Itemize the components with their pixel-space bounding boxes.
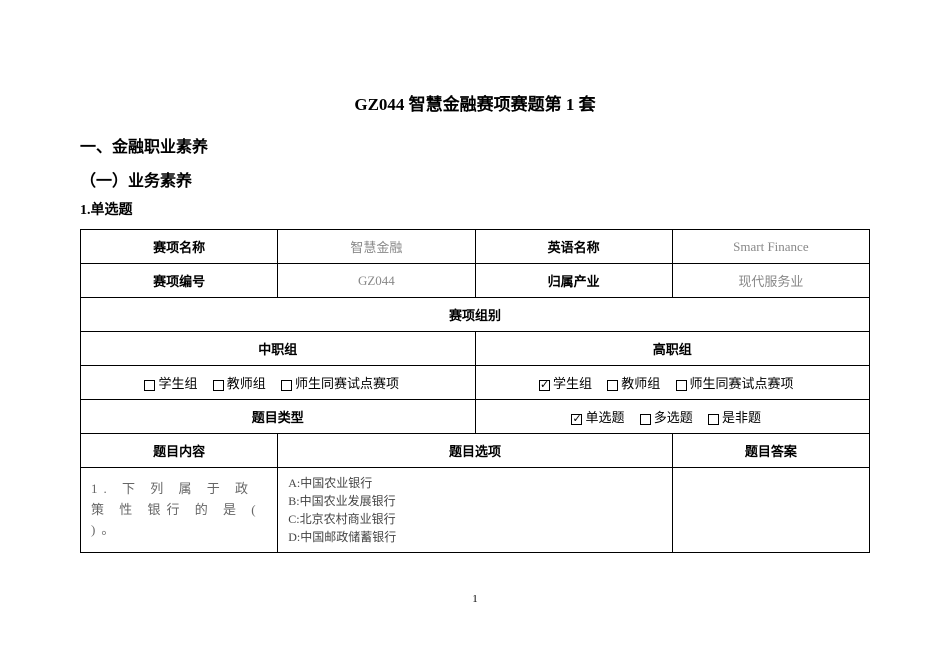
cell-answer-header: 题目答案 [672, 434, 869, 468]
cell-industry-label: 归属产业 [475, 264, 672, 298]
checkbox-label: 学生组 [553, 376, 592, 391]
checkbox-icon [213, 380, 224, 391]
checkbox-label: 是非题 [722, 410, 761, 425]
cell-question-type-checkboxes: 单选题 多选题 是非题 [475, 400, 870, 434]
checkbox-label: 单选题 [585, 410, 624, 425]
checkbox-icon [708, 414, 719, 425]
checkbox-icon [281, 380, 292, 391]
table-row: 赛项名称 智慧金融 英语名称 Smart Finance [81, 230, 870, 264]
option-c: C:北京农村商业银行 [288, 510, 662, 528]
checkbox-label: 学生组 [158, 376, 197, 391]
checkbox-icon [144, 380, 155, 391]
table-row: 赛项组别 [81, 298, 870, 332]
cell-options-header: 题目选项 [278, 434, 673, 468]
page-number: 1 [80, 593, 870, 605]
checkbox-checked-icon [539, 380, 550, 391]
cell-event-name-label: 赛项名称 [81, 230, 278, 264]
cell-options-text: A:中国农业银行 B:中国农业发展银行 C:北京农村商业银行 D:中国邮政储蓄银… [278, 468, 673, 553]
section-heading-2: （一）业务素养 [80, 167, 870, 191]
cell-higher-checkboxes: 学生组 教师组 师生同赛试点赛项 [475, 366, 870, 400]
checkbox-checked-icon [571, 414, 582, 425]
option-d: D:中国邮政储蓄银行 [288, 528, 662, 546]
table-row: 学生组 教师组 师生同赛试点赛项 学生组 教师组 师生同赛试点赛项 [81, 366, 870, 400]
checkbox-icon [607, 380, 618, 391]
cell-group-header: 赛项组别 [81, 298, 870, 332]
cell-event-code-label: 赛项编号 [81, 264, 278, 298]
table-row: 题目类型 单选题 多选题 是非题 [81, 400, 870, 434]
table-row: 中职组 高职组 [81, 332, 870, 366]
checkbox-label: 多选题 [654, 410, 693, 425]
cell-english-name-value: Smart Finance [672, 230, 869, 264]
cell-industry-value: 现代服务业 [672, 264, 869, 298]
cell-higher-group: 高职组 [475, 332, 870, 366]
checkbox-label: 师生同赛试点赛项 [295, 376, 399, 391]
checkbox-icon [640, 414, 651, 425]
cell-event-code-value: GZ044 [278, 264, 475, 298]
table-row: 1. 下 列 属 于 政 策 性 银行 的 是 ( )。 A:中国农业银行 B:… [81, 468, 870, 553]
table-row: 赛项编号 GZ044 归属产业 现代服务业 [81, 264, 870, 298]
cell-event-name-value: 智慧金融 [278, 230, 475, 264]
cell-question-type-label: 题目类型 [81, 400, 476, 434]
question-table: 赛项名称 智慧金融 英语名称 Smart Finance 赛项编号 GZ044 … [80, 229, 870, 553]
checkbox-label: 教师组 [227, 376, 266, 391]
checkbox-icon [676, 380, 687, 391]
option-b: B:中国农业发展银行 [288, 492, 662, 510]
table-row: 题目内容 题目选项 题目答案 [81, 434, 870, 468]
cell-question-text: 1. 下 列 属 于 政 策 性 银行 的 是 ( )。 [81, 468, 278, 553]
checkbox-label: 教师组 [621, 376, 660, 391]
checkbox-label: 师生同赛试点赛项 [690, 376, 794, 391]
section-heading-3: 1.单选题 [80, 199, 870, 219]
section-heading-1: 一、金融职业素养 [80, 133, 870, 157]
cell-answer-value [672, 468, 869, 553]
option-a: A:中国农业银行 [288, 474, 662, 492]
cell-content-header: 题目内容 [81, 434, 278, 468]
cell-vocational-group: 中职组 [81, 332, 476, 366]
cell-vocational-checkboxes: 学生组 教师组 师生同赛试点赛项 [81, 366, 476, 400]
cell-english-name-label: 英语名称 [475, 230, 672, 264]
page-title: GZ044 智慧金融赛项赛题第 1 套 [80, 90, 870, 115]
